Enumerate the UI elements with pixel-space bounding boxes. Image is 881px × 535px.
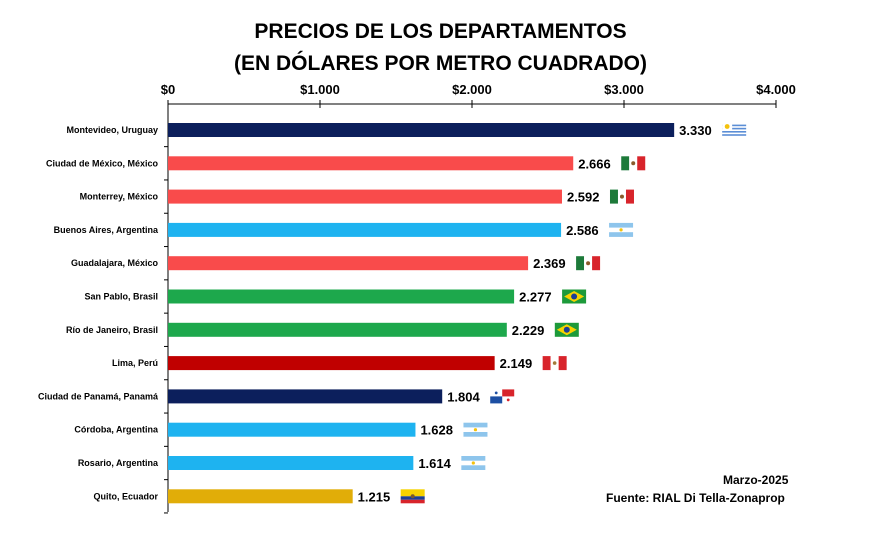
flag-star (494, 391, 498, 395)
flag-sun (619, 228, 623, 232)
flag-part (542, 356, 551, 371)
bar (168, 422, 416, 437)
category-label: Montevideo, Uruguay (66, 125, 158, 135)
value-label: 2.277 (519, 290, 552, 305)
bar (168, 256, 529, 271)
chart-subtitle: (EN DÓLARES POR METRO CUADRADO) (234, 52, 647, 75)
bar (168, 456, 414, 470)
x-tick-label: $4.000 (756, 82, 796, 97)
flag-part (461, 465, 486, 470)
category-label: Buenos Aires, Argentina (54, 225, 159, 235)
category-label: Río de Janeiro, Brasil (66, 325, 158, 335)
flag-globe (571, 293, 578, 300)
flag-part (558, 356, 567, 371)
category-label: Guadalajara, México (71, 258, 159, 268)
flag-part (637, 156, 646, 171)
flag-part (722, 124, 747, 127)
bar (168, 289, 515, 304)
flag-part (722, 127, 747, 130)
flag-part (722, 134, 747, 136)
flag-part (722, 131, 747, 133)
bar (168, 389, 443, 404)
value-label: 2.592 (567, 190, 600, 205)
value-label: 1.215 (358, 489, 391, 504)
argentina-flag (609, 222, 634, 237)
flag-emblem (552, 361, 557, 365)
flag-part (490, 396, 503, 404)
x-tick-label: $2.000 (452, 82, 492, 97)
peru-flag (542, 356, 567, 371)
argentina-flag (461, 456, 486, 470)
value-label: 1.804 (447, 389, 480, 404)
bar (168, 123, 675, 137)
value-label: 3.330 (679, 123, 712, 138)
flag-emblem (586, 261, 591, 266)
flag-part (400, 499, 425, 504)
panama-flag (490, 389, 515, 404)
brazil-flag (554, 322, 579, 337)
bar (168, 222, 562, 237)
ecuador-flag (400, 489, 425, 504)
flag-part (502, 389, 515, 397)
value-label: 2.586 (566, 223, 599, 238)
flag-part (576, 256, 585, 271)
chart-title: PRECIOS DE LOS DEPARTAMENTOS (254, 20, 627, 43)
flag-sun (473, 428, 478, 432)
uruguay-flag (722, 123, 747, 137)
x-tick-label: $0 (161, 82, 175, 97)
flag-part (609, 189, 618, 204)
category-label: San Pablo, Brasil (84, 292, 158, 302)
flag-part (463, 422, 488, 428)
value-label: 1.614 (418, 456, 451, 471)
category-label: Lima, Perú (112, 358, 158, 368)
flag-part (463, 432, 488, 437)
flag-part (400, 489, 425, 497)
flag-sun (724, 124, 730, 129)
bar (168, 356, 495, 371)
mexico-flag (576, 256, 601, 271)
value-label: 2.666 (578, 156, 611, 171)
category-label: Ciudad de México, México (46, 158, 159, 168)
value-label: 1.628 (420, 423, 453, 438)
date-note: Marzo-2025 (723, 473, 789, 487)
value-label: 2.369 (533, 256, 566, 271)
flag-emblem (619, 194, 624, 199)
category-label: Monterrey, México (80, 192, 159, 202)
x-tick-label: $3.000 (604, 82, 644, 97)
flag-part (609, 222, 634, 228)
bar (168, 189, 562, 204)
flag-part (461, 456, 486, 461)
category-label: Quito, Ecuador (93, 491, 158, 501)
flag-emblem (410, 494, 415, 499)
flag-emblem (631, 161, 636, 166)
category-label: Córdoba, Argentina (74, 425, 159, 435)
value-label: 2.149 (500, 356, 533, 371)
flag-globe (563, 326, 570, 333)
flag-part (609, 232, 634, 237)
flag-part (621, 156, 630, 171)
category-label: Rosario, Argentina (78, 458, 159, 468)
bar (168, 156, 574, 171)
flag-part (625, 189, 634, 204)
flag-part (592, 256, 601, 271)
argentina-flag (463, 422, 488, 437)
mexico-flag (609, 189, 634, 204)
category-label: Ciudad de Panamá, Panamá (38, 391, 159, 401)
flag-star (506, 398, 510, 402)
bar (168, 489, 353, 504)
mexico-flag (621, 156, 646, 171)
bar (168, 322, 507, 337)
source-note: Fuente: RIAL Di Tella-Zonaprop (606, 491, 785, 505)
brazil-flag (562, 289, 587, 304)
flag-sun (471, 461, 475, 465)
value-label: 2.229 (512, 323, 545, 338)
x-tick-label: $1.000 (300, 82, 340, 97)
